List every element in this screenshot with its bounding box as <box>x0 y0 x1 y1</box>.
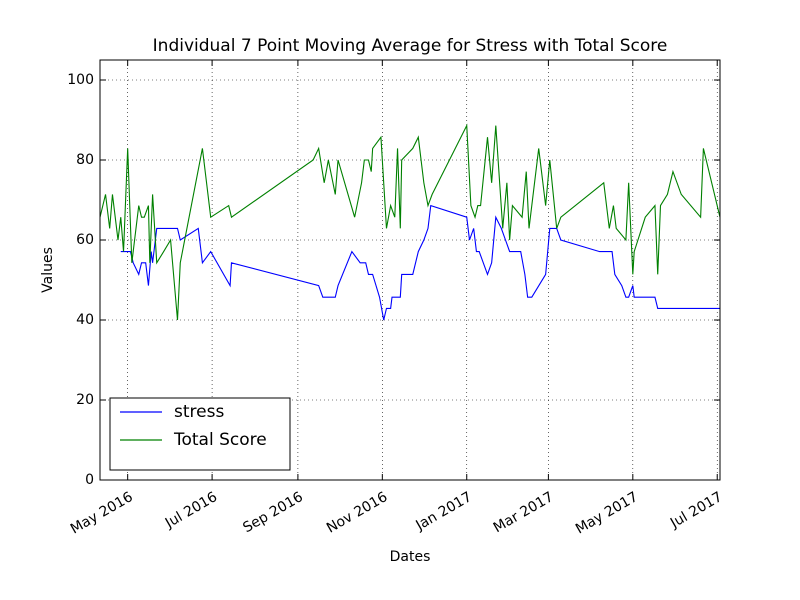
plot-frame <box>99 59 721 481</box>
x-axis-label: Dates <box>390 549 431 565</box>
line-series <box>99 123 721 321</box>
y-tick-label: 0 <box>85 472 94 488</box>
y-tick-label: 80 <box>76 152 94 168</box>
legend-label: stress <box>174 402 224 422</box>
y-tick-label: 60 <box>76 232 94 248</box>
y-tick-label: 40 <box>76 312 94 328</box>
legend: stress Total Score <box>109 397 291 471</box>
y-axis-label: Values <box>40 247 56 293</box>
chart-title: Individual 7 Point Moving Average for St… <box>153 36 668 56</box>
line-series <box>120 204 720 321</box>
legend-box <box>109 397 291 471</box>
y-tick-label: 20 <box>76 392 94 408</box>
y-tick-label: 100 <box>67 72 94 88</box>
legend-label: Total Score <box>173 430 267 450</box>
